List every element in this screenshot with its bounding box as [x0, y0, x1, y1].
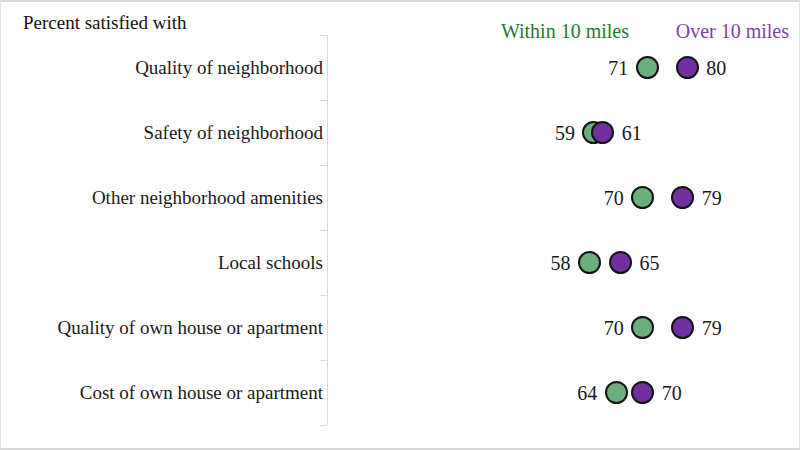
- value-label-over: 80: [706, 55, 766, 81]
- category-axis-tick: [320, 100, 327, 102]
- chart-frame: Percent satisfied with Within 10 miles O…: [0, 0, 800, 450]
- chart-title: Percent satisfied with: [23, 12, 187, 34]
- category-axis-tick: [320, 165, 327, 167]
- value-label-within: 58: [511, 250, 571, 276]
- category-axis-line: [327, 35, 328, 425]
- category-axis-tick: [320, 360, 327, 362]
- value-label-over: 79: [702, 185, 762, 211]
- value-label-within: 70: [564, 185, 624, 211]
- marker-within-10-miles: [636, 56, 659, 79]
- category-axis-tick: [320, 425, 327, 427]
- value-label-within: 70: [564, 315, 624, 341]
- category-label: Quality of neighborhood: [1, 55, 323, 81]
- value-label-over: 61: [622, 120, 682, 146]
- marker-over-10-miles: [676, 56, 699, 79]
- legend-item-over-10-miles: Over 10 miles: [676, 20, 789, 43]
- marker-within-10-miles: [631, 316, 654, 339]
- value-label-over: 65: [640, 250, 700, 276]
- marker-over-10-miles: [591, 121, 614, 144]
- value-label-within: 64: [537, 380, 597, 406]
- category-label: Other neighborhood amenities: [1, 185, 323, 211]
- category-axis-tick: [320, 230, 327, 232]
- value-label-over: 79: [702, 315, 762, 341]
- legend-item-within-10-miles: Within 10 miles: [501, 20, 629, 43]
- marker-over-10-miles: [609, 251, 632, 274]
- category-label: Local schools: [1, 250, 323, 276]
- value-label-over: 70: [662, 380, 722, 406]
- marker-within-10-miles: [578, 251, 601, 274]
- marker-within-10-miles: [631, 186, 654, 209]
- category-label: Cost of own house or apartment: [1, 380, 323, 406]
- marker-over-10-miles: [671, 186, 694, 209]
- category-label: Safety of neighborhood: [1, 120, 323, 146]
- marker-within-10-miles: [605, 381, 628, 404]
- value-label-within: 59: [515, 120, 575, 146]
- marker-over-10-miles: [671, 316, 694, 339]
- category-label: Quality of own house or apartment: [1, 315, 323, 341]
- category-axis-tick: [320, 35, 327, 37]
- value-label-within: 71: [568, 55, 628, 81]
- marker-over-10-miles: [631, 381, 654, 404]
- category-axis-tick: [320, 295, 327, 297]
